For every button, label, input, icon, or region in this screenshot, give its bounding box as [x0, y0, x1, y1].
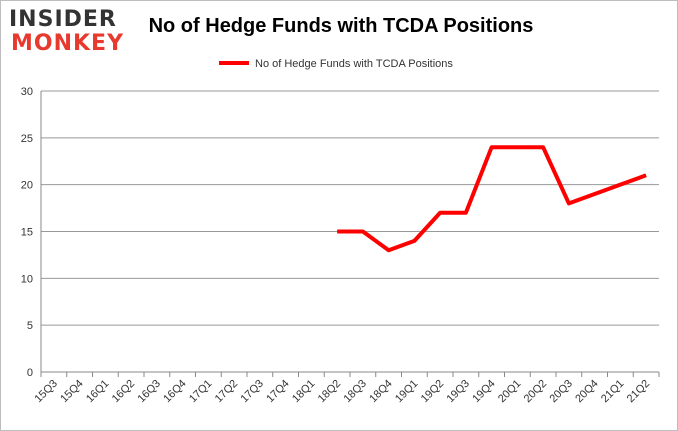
x-tick-label: 19Q2: [419, 378, 447, 406]
y-tick-label: 25: [21, 133, 33, 145]
x-tick-label: 17Q3: [238, 378, 266, 406]
x-tick-label: 16Q2: [110, 378, 138, 406]
y-tick-label: 30: [21, 86, 33, 98]
series-line: [337, 145, 647, 253]
logo-line2: MONKEY: [11, 31, 125, 56]
chart-title: No of Hedge Funds with TCDA Positions: [148, 15, 534, 37]
x-tick-label: 17Q1: [187, 378, 215, 406]
x-tick-label: 19Q3: [444, 378, 472, 406]
x-tick-label: 15Q4: [58, 378, 86, 406]
x-tick-label: 16Q1: [84, 378, 112, 406]
x-tick-label: 20Q4: [573, 378, 601, 406]
x-tick-label: 20Q3: [547, 378, 575, 406]
x-tick-label: 16Q4: [161, 378, 189, 406]
logo-line1: INSIDER: [9, 7, 117, 32]
x-tick-label: 17Q2: [213, 378, 241, 406]
y-tick-label: 10: [21, 273, 33, 285]
x-tick-label: 18Q1: [290, 378, 318, 406]
x-tick-label: 17Q4: [264, 378, 292, 406]
legend-label: No of Hedge Funds with TCDA Positions: [255, 58, 453, 70]
x-tick-label: 18Q2: [316, 378, 344, 406]
x-tick-label: 16Q3: [135, 378, 163, 406]
insider-monkey-logo: INSIDER MONKEY: [9, 7, 127, 56]
x-tick-label: 19Q1: [393, 378, 421, 406]
x-tick-label: 18Q4: [367, 378, 395, 406]
y-tick-label: 20: [21, 180, 33, 192]
x-tick-label: 20Q2: [522, 378, 550, 406]
x-tick-label: 19Q4: [470, 378, 498, 406]
x-tick-label: 21Q1: [599, 378, 627, 406]
x-tick-label: 18Q3: [341, 378, 369, 406]
y-tick-label: 5: [27, 320, 33, 332]
y-tick-label: 15: [21, 227, 33, 239]
x-tick-label: 21Q2: [625, 378, 653, 406]
y-tick-label: 0: [27, 367, 33, 379]
x-tick-label: 20Q1: [496, 378, 524, 406]
x-tick-label: 15Q3: [32, 378, 60, 406]
